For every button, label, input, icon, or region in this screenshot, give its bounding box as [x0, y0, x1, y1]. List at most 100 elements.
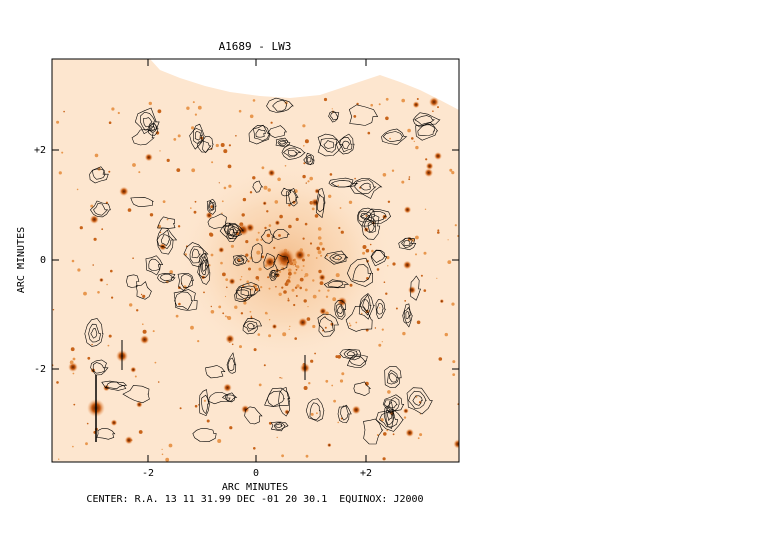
bright-source [408, 286, 416, 294]
source [395, 307, 398, 310]
contour [234, 255, 245, 265]
source [279, 377, 281, 379]
source [268, 224, 272, 227]
source [365, 215, 368, 217]
contour [330, 180, 353, 188]
source [266, 210, 269, 213]
contour [371, 250, 386, 263]
contour [417, 124, 436, 137]
source [392, 262, 396, 266]
source [210, 253, 214, 257]
source [194, 113, 197, 116]
source [378, 343, 382, 347]
contour [328, 110, 340, 123]
contour [330, 111, 339, 121]
source [288, 276, 291, 279]
source [79, 226, 83, 230]
source [299, 277, 304, 282]
source [284, 165, 287, 167]
contour [202, 136, 214, 154]
source [303, 145, 305, 147]
source [351, 405, 361, 415]
source [257, 231, 260, 234]
contour [354, 179, 377, 195]
contour [384, 366, 402, 388]
source [288, 204, 291, 207]
source [303, 386, 308, 390]
contour [323, 279, 350, 289]
contour [363, 418, 384, 445]
source [403, 206, 412, 214]
figure-title: A1689 - LW3 [219, 40, 292, 53]
contour [343, 349, 358, 359]
source [382, 457, 386, 461]
source [91, 343, 93, 346]
source [119, 186, 129, 197]
source [281, 454, 284, 458]
source [355, 321, 358, 324]
source [230, 244, 234, 248]
source [197, 340, 200, 343]
contour [327, 280, 344, 288]
contour [243, 320, 258, 332]
source [308, 382, 311, 385]
source [401, 98, 406, 103]
contour [320, 138, 338, 153]
contour [250, 243, 263, 264]
source [337, 184, 339, 187]
contour [350, 178, 383, 199]
source [381, 341, 383, 343]
source [424, 208, 427, 210]
contour [376, 303, 384, 315]
source [248, 283, 250, 286]
contour [271, 272, 276, 278]
source [268, 287, 271, 290]
source [217, 439, 222, 443]
source [317, 227, 322, 231]
source [349, 324, 352, 327]
source [253, 447, 256, 450]
contour [201, 260, 207, 272]
source [159, 150, 161, 152]
contour [197, 258, 211, 285]
source [206, 419, 210, 423]
contour [305, 398, 325, 422]
source [257, 333, 261, 336]
source [319, 242, 323, 246]
contour [349, 355, 367, 366]
source [260, 238, 263, 241]
contour [196, 140, 212, 153]
source [370, 103, 374, 107]
source [249, 114, 254, 119]
source [425, 162, 434, 170]
source [268, 334, 272, 338]
source [228, 144, 231, 147]
source [264, 311, 268, 315]
source [228, 184, 232, 188]
contour [337, 404, 352, 424]
source [223, 383, 232, 393]
source [417, 437, 420, 440]
source [437, 106, 439, 109]
source [437, 229, 440, 232]
source [162, 200, 166, 204]
source [83, 291, 87, 296]
source [301, 269, 303, 271]
contour [192, 127, 203, 144]
source [335, 273, 340, 278]
contour [266, 97, 294, 113]
contour [340, 405, 349, 421]
source [329, 173, 333, 176]
center-caption: CENTER: R.A. 13 11 31.99 DEC -01 20 30.1… [86, 494, 423, 505]
source [275, 285, 277, 288]
source [415, 253, 417, 256]
source [310, 412, 314, 416]
contour [337, 305, 343, 314]
source [273, 246, 276, 249]
source [136, 309, 139, 312]
contour [84, 318, 104, 347]
contour [346, 257, 373, 287]
source [99, 277, 104, 283]
source [210, 310, 215, 314]
contour [287, 190, 297, 205]
